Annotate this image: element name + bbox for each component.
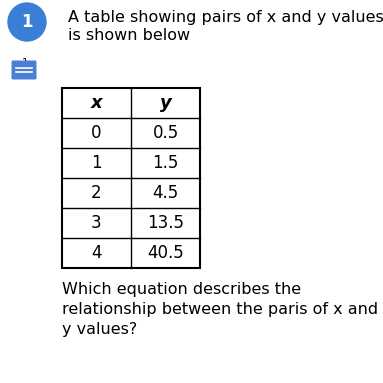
Text: 2: 2 (91, 184, 102, 202)
Text: y values?: y values? (62, 322, 137, 337)
Text: 4: 4 (91, 244, 102, 262)
Text: 0.5: 0.5 (152, 124, 178, 142)
Text: 4.5: 4.5 (152, 184, 178, 202)
Text: relationship between the paris of x and: relationship between the paris of x and (62, 302, 378, 317)
Text: y: y (160, 94, 171, 112)
Text: 40.5: 40.5 (147, 244, 184, 262)
Bar (62, 88, 200, 268)
Text: 1: 1 (21, 13, 33, 31)
FancyBboxPatch shape (11, 61, 36, 80)
Text: 0: 0 (91, 124, 102, 142)
Text: 1: 1 (22, 58, 29, 68)
Text: 1: 1 (91, 154, 102, 172)
Text: Which equation describes the: Which equation describes the (62, 282, 301, 297)
Text: 13.5: 13.5 (147, 214, 184, 232)
Text: A table showing pairs of x and y values: A table showing pairs of x and y values (68, 10, 383, 25)
Text: x: x (91, 94, 102, 112)
Circle shape (8, 3, 46, 41)
Text: is shown below: is shown below (68, 28, 190, 43)
Text: 3: 3 (91, 214, 102, 232)
Text: 1.5: 1.5 (152, 154, 179, 172)
